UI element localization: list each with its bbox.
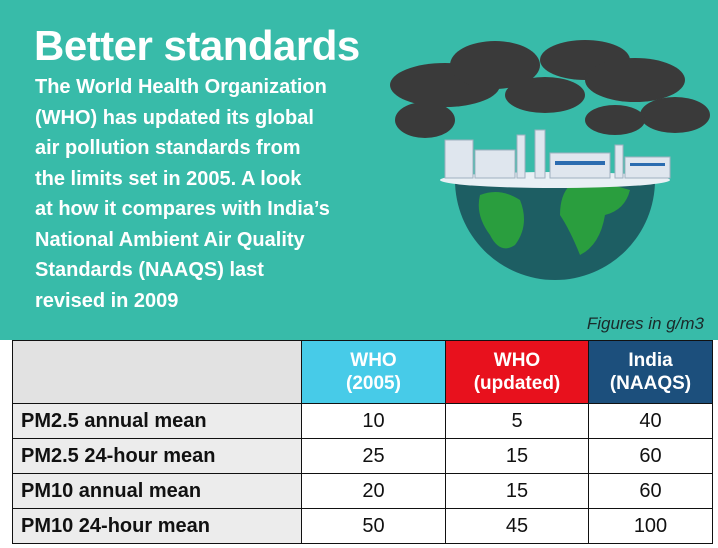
description-line: The World Health Organization <box>35 72 330 103</box>
value-cell: 5 <box>446 404 589 439</box>
value-cell: 40 <box>589 404 713 439</box>
header-row: WHO(2005)WHO(updated)India(NAAQS) <box>13 341 713 404</box>
description-line: air pollution standards from <box>35 133 330 164</box>
column-header-line: (2005) <box>302 372 445 395</box>
title: Better standards <box>34 22 360 70</box>
banner: Better standards The World Health Organi… <box>0 0 718 340</box>
description-line: revised in 2009 <box>35 286 330 317</box>
value-cell: 60 <box>589 439 713 474</box>
value-cell: 100 <box>589 509 713 544</box>
description-line: at how it compares with India’s <box>35 194 330 225</box>
column-header: WHO(2005) <box>302 341 446 404</box>
column-header-line: (updated) <box>446 372 588 395</box>
column-header: WHO(updated) <box>446 341 589 404</box>
column-header-line: India <box>589 349 712 372</box>
column-header-line: WHO <box>302 349 445 372</box>
value-cell: 45 <box>446 509 589 544</box>
corner-cell <box>13 341 302 404</box>
row-label: PM10 24-hour mean <box>13 509 302 544</box>
value-cell: 60 <box>589 474 713 509</box>
description-line: (WHO) has updated its global <box>35 103 330 134</box>
value-cell: 15 <box>446 439 589 474</box>
units-note: Figures in g/m3 <box>587 314 704 334</box>
row-label: PM2.5 24-hour mean <box>13 439 302 474</box>
value-cell: 15 <box>446 474 589 509</box>
page: {"header": {"title": "Better standards",… <box>0 0 718 548</box>
description: The World Health Organization(WHO) has u… <box>35 72 330 316</box>
description-line: National Ambient Air Quality <box>35 225 330 256</box>
value-cell: 50 <box>302 509 446 544</box>
description-line: Standards (NAAQS) last <box>35 255 330 286</box>
column-header: India(NAAQS) <box>589 341 713 404</box>
value-cell: 10 <box>302 404 446 439</box>
value-cell: 20 <box>302 474 446 509</box>
column-header-line: (NAAQS) <box>589 372 712 395</box>
value-cell: 25 <box>302 439 446 474</box>
row-label: PM10 annual mean <box>13 474 302 509</box>
row-label: PM2.5 annual mean <box>13 404 302 439</box>
comparison-table: WHO(2005)WHO(updated)India(NAAQS) PM2.5 … <box>12 340 713 544</box>
column-header-line: WHO <box>446 349 588 372</box>
illustration <box>385 35 710 310</box>
description-line: the limits set in 2005. A look <box>35 164 330 195</box>
